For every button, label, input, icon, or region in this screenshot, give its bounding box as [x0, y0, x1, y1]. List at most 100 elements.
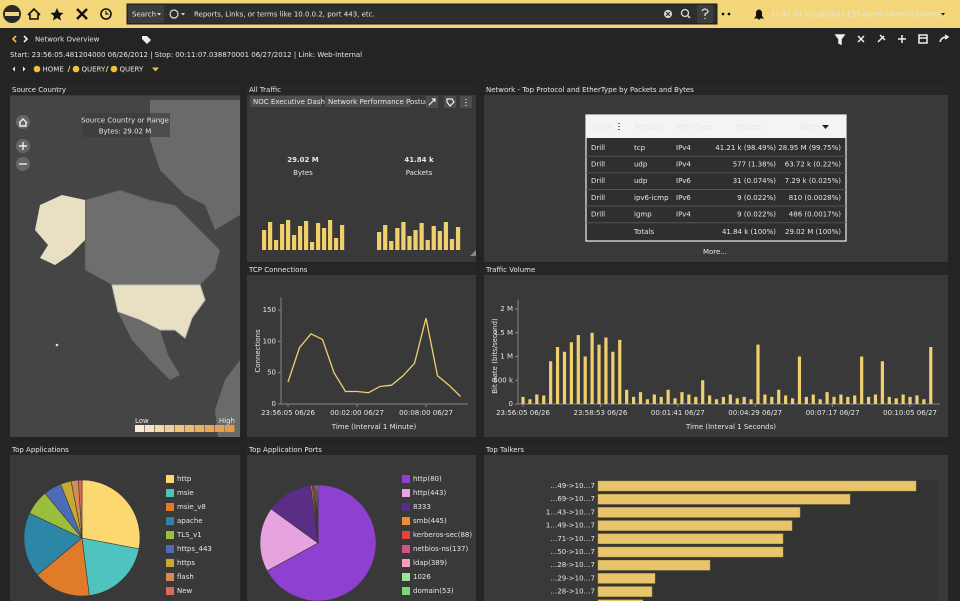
stat-value: 29.02 M — [287, 156, 319, 164]
table-column-header[interactable]: Packets — [736, 123, 763, 131]
sparkline-bar — [419, 223, 424, 250]
volume-bar — [576, 335, 580, 404]
sparkline-bar — [395, 228, 400, 250]
back-arrow[interactable] — [11, 35, 17, 43]
sparkline-bar — [334, 238, 339, 250]
volume-bar — [908, 396, 912, 404]
legend-label: https — [177, 559, 195, 567]
x-axis-label: Time (Interval 1 Minute) — [331, 423, 417, 431]
sparkline-bar — [383, 225, 388, 250]
table-cell[interactable]: Drill — [591, 194, 605, 202]
crumb-separator — [67, 65, 71, 73]
volume-bar — [887, 396, 891, 404]
legend-label: 8333 — [413, 503, 431, 511]
volume-bar — [735, 398, 739, 404]
panel-title: TCP Connections — [248, 266, 308, 274]
title-action-icon[interactable] — [877, 34, 886, 43]
search-box[interactable] — [126, 3, 718, 25]
map-legend-swatch — [165, 425, 175, 432]
table-column-header[interactable]: Action — [592, 123, 614, 131]
panel-tool-glyph — [446, 98, 455, 107]
crumb-info-icon — [72, 65, 80, 73]
table-cell[interactable]: Drill — [591, 210, 605, 218]
table-cell[interactable]: Drill — [591, 144, 605, 152]
volume-bar — [825, 392, 829, 404]
panel-title: Traffic Volume — [485, 266, 535, 274]
volume-bar — [659, 396, 663, 404]
table-column-header[interactable]: Bytes — [800, 123, 820, 131]
bell-icon[interactable] — [754, 9, 764, 20]
table-cell[interactable]: Drill — [591, 161, 605, 169]
stat-label: Packets — [406, 169, 433, 177]
map-zoom-button[interactable] — [16, 115, 30, 129]
volume-bar — [638, 392, 643, 404]
title-action-icon[interactable] — [918, 34, 928, 44]
home-icon[interactable] — [27, 7, 41, 20]
volume-bar — [694, 396, 698, 404]
volume-bar — [770, 396, 774, 404]
legend-swatch — [402, 517, 410, 525]
title-action-icon[interactable] — [898, 35, 906, 43]
crumb-back[interactable] — [12, 66, 16, 72]
map-legend-swatch — [135, 425, 145, 432]
title-action-icon[interactable] — [939, 34, 950, 43]
y-tick-label: 500 k — [493, 376, 514, 384]
forward-arrow[interactable] — [23, 35, 29, 43]
table-cell: udp — [634, 177, 648, 185]
sparkline-bar — [407, 236, 412, 250]
user-caret[interactable] — [941, 13, 945, 16]
dashboard-tab[interactable] — [250, 96, 322, 107]
clock-icon[interactable] — [100, 8, 112, 20]
title-action-icon[interactable] — [857, 35, 865, 43]
legend-swatch — [402, 475, 410, 483]
title-action-icon[interactable] — [834, 34, 846, 46]
legend-label: 1026 — [413, 573, 431, 581]
breadcrumb-item[interactable]: QUERY — [120, 66, 144, 74]
table-cell: IPv6 — [676, 194, 691, 202]
search-icon[interactable] — [680, 8, 690, 18]
sparkline-bar — [377, 232, 382, 250]
talker-bar — [597, 533, 784, 545]
breadcrumb-item[interactable]: QUERY — [82, 66, 106, 74]
crumb-caret[interactable] — [152, 67, 159, 72]
table-cell: 41.21 k (98.49%) — [715, 144, 776, 152]
crumb-separator — [105, 65, 109, 73]
pie-slice — [316, 484, 319, 544]
star-icon[interactable] — [50, 8, 64, 21]
panel-header — [247, 84, 476, 95]
table-column-header[interactable]: Protocol — [635, 123, 663, 131]
panel-title: Source Country — [12, 86, 66, 94]
help-glyph — [701, 8, 709, 19]
table-cell: udp — [634, 161, 648, 169]
menu-dot[interactable] — [721, 12, 725, 16]
volume-bar — [680, 392, 684, 404]
tools-icon[interactable] — [76, 8, 88, 20]
talker-label: …29->10…7 — [550, 574, 595, 582]
volume-bar — [777, 389, 781, 404]
talker-bar — [597, 546, 784, 558]
dashboard-tab[interactable] — [325, 96, 411, 107]
table-cell[interactable]: Drill — [591, 177, 605, 185]
volume-bar — [583, 356, 587, 404]
table-column-header[interactable]: EtherType — [677, 123, 712, 131]
crumb-fwd[interactable] — [23, 66, 26, 72]
history-icon[interactable] — [169, 9, 179, 19]
talker-label: …50->10…7 — [550, 548, 595, 556]
tag-icon — [142, 36, 151, 44]
map-subtitle: Bytes: 29.02 M — [99, 128, 152, 136]
legend-swatch — [402, 559, 410, 567]
table-cell: tcp — [634, 144, 646, 152]
breadcrumb-item[interactable]: HOME — [43, 66, 64, 74]
talker-bar — [597, 573, 656, 584]
panel-title: All Traffic — [249, 86, 281, 94]
more-link[interactable]: More... — [703, 248, 727, 256]
x-tick-label: 00:08:00 06/27 — [399, 409, 453, 417]
search-button[interactable] — [128, 5, 164, 23]
legend-swatch — [166, 517, 174, 525]
volume-bar — [721, 396, 726, 404]
dashboard-tab-label: Network Performance Posture — [328, 98, 432, 106]
volume-bar — [742, 396, 746, 404]
volume-bar — [521, 396, 525, 404]
panel-title: Top Talkers — [485, 446, 524, 454]
